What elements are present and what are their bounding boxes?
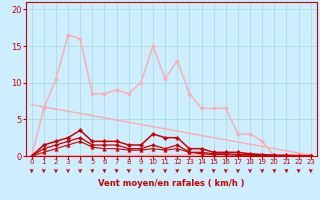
X-axis label: Vent moyen/en rafales ( km/h ): Vent moyen/en rafales ( km/h )	[98, 179, 244, 188]
